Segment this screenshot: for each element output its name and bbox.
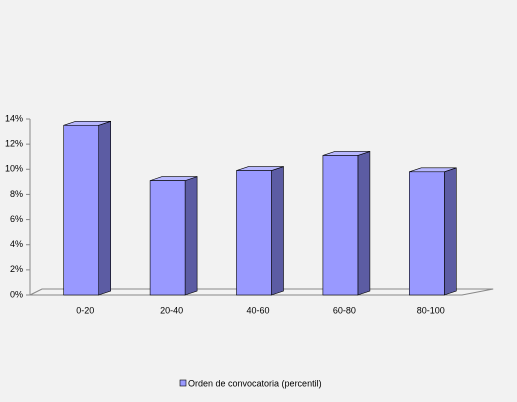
y-tick-label: 8% (10, 189, 23, 199)
legend-swatch (179, 379, 187, 387)
legend-label: Orden de convocatoria (percentil) (188, 378, 322, 388)
bar (63, 124, 100, 296)
x-tick-label: 80-100 (417, 305, 445, 315)
y-tick-label: 10% (5, 164, 23, 174)
y-tick-label: 0% (10, 289, 23, 299)
x-tick-label: 0-20 (76, 305, 94, 315)
y-tick-label: 12% (5, 139, 23, 149)
bar-side (98, 120, 111, 296)
bar-side (184, 176, 198, 296)
x-tick-label: 40-60 (246, 305, 269, 315)
bar (322, 155, 359, 296)
bar-side (271, 166, 284, 296)
bar (149, 180, 186, 296)
y-tick-label: 14% (5, 113, 23, 123)
bar (408, 171, 445, 296)
bar-side (357, 151, 371, 296)
x-tick-label: 20-40 (160, 305, 183, 315)
y-tick-label: 4% (10, 239, 23, 249)
x-tick-label: 60-80 (333, 305, 356, 315)
bar (236, 170, 272, 296)
y-tick-label: 2% (10, 264, 23, 274)
bar-side (443, 167, 457, 296)
floor (29, 288, 494, 296)
y-tick-label: 6% (10, 214, 23, 224)
